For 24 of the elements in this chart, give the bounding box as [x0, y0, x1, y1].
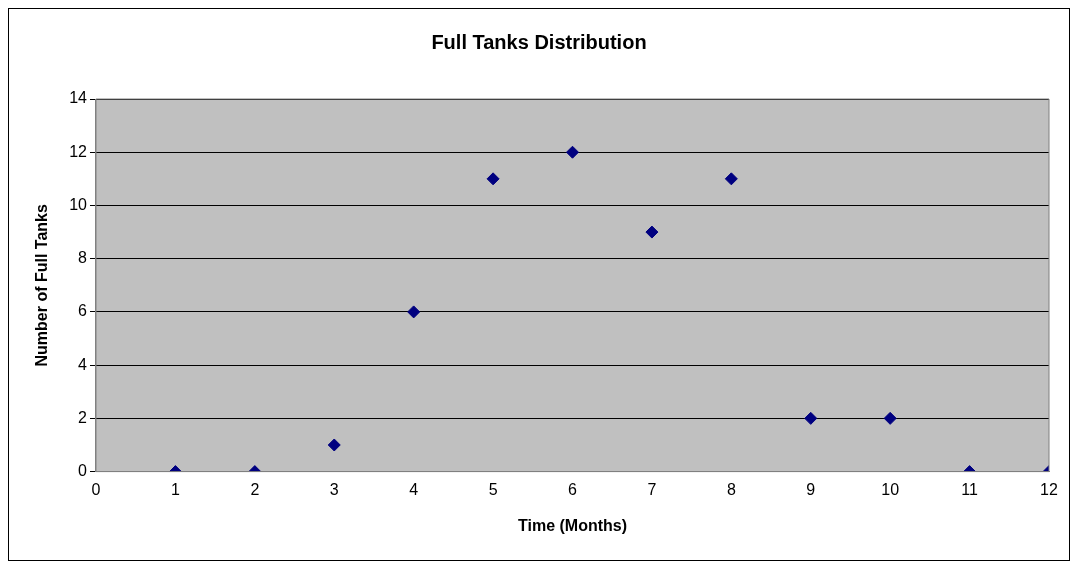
y-tick-label: 12: [69, 142, 88, 160]
y-tick-label: 0: [78, 462, 88, 480]
y-tick-label: 14: [69, 89, 88, 107]
x-tick-label: 7: [647, 480, 657, 498]
y-tick-label: 6: [78, 302, 88, 320]
x-tick-label: 8: [726, 480, 736, 498]
x-tick-label: 6: [568, 480, 578, 498]
y-axis-title: Number of Full Tanks: [33, 204, 51, 367]
x-tick-label: 11: [961, 480, 978, 498]
chart-title: Full Tanks Distribution: [431, 30, 647, 53]
y-tick-label: 4: [78, 355, 88, 373]
x-tick-label: 2: [250, 480, 260, 498]
y-tick-label: 10: [69, 195, 88, 213]
y-tick-label: 8: [78, 249, 88, 267]
x-tick-label: 12: [1040, 480, 1058, 498]
x-tick-label: 4: [409, 480, 419, 498]
x-tick-label: 1: [170, 480, 180, 498]
x-tick-label: 9: [806, 480, 816, 498]
y-tick-label: 2: [78, 408, 88, 426]
x-tick-label: 3: [329, 480, 339, 498]
x-tick-label: 10: [881, 480, 900, 498]
x-tick-label: 0: [91, 480, 101, 498]
x-axis-title: Time (Months): [517, 516, 628, 534]
x-tick-label: 5: [488, 480, 498, 498]
